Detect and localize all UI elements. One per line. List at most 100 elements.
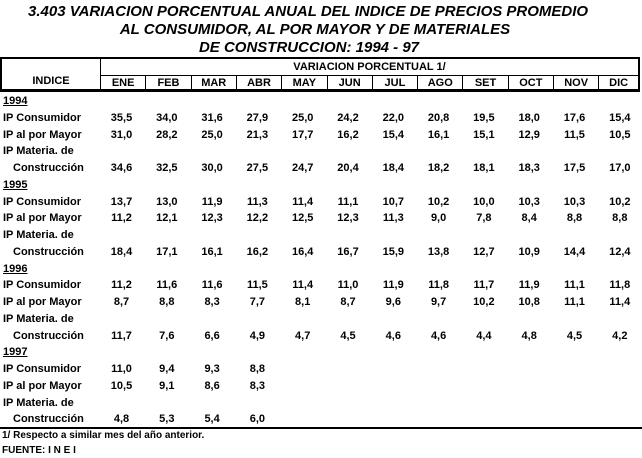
row-label: IP Consumidor <box>3 111 82 124</box>
row-label: Construcción <box>13 329 84 342</box>
value-cell: 13,8 <box>427 245 450 258</box>
table-row: IP al por Mayor 8,7 8,8 8,3 7,7 8,1 8,7 9,6 9,7 1… <box>0 294 642 311</box>
value-cell: 34,6 <box>110 162 133 174</box>
year-label: 1996 <box>3 262 28 275</box>
value-cell: 11,8 <box>428 279 449 292</box>
value-cell: 11,4 <box>609 296 631 308</box>
column-header-month: FEB <box>145 76 190 90</box>
row-label: Construcción <box>13 413 84 426</box>
value-cell: 11,4 <box>292 195 314 208</box>
value-cell: 11,5 <box>246 279 268 292</box>
value-cell: 11,2 <box>111 279 132 292</box>
value-cell: 11,1 <box>564 296 585 308</box>
table-row: Construcción 4,8 5,3 5,4 6,0 <box>0 411 642 428</box>
value-cell: 4,8 <box>521 329 537 342</box>
value-cell: 10,3 <box>563 195 586 208</box>
column-header-month: DIC <box>598 76 638 90</box>
value-cell: 28,2 <box>156 128 178 141</box>
value-cell: 7,8 <box>476 212 492 225</box>
value-cell: 4,8 <box>113 413 130 426</box>
value-cell: 5,3 <box>159 413 175 426</box>
value-cell: 15,1 <box>473 128 495 141</box>
value-cell: 4,5 <box>340 329 356 342</box>
year-label: 1994 <box>3 95 28 107</box>
year-label: 1995 <box>3 178 28 191</box>
row-label: IP Materia. de <box>3 312 74 325</box>
column-header-month: ABR <box>235 76 281 90</box>
value-cell: 13,7 <box>110 195 133 208</box>
value-cell: 8,8 <box>566 212 583 225</box>
table-row: Construcción 34,6 32,5 30,0 27,5 24,7 20,4 18,4… <box>0 160 642 177</box>
column-header-month: NOV <box>553 76 598 90</box>
value-cell: 4,5 <box>566 329 583 342</box>
value-cell: 19,5 <box>473 111 495 124</box>
value-cell: 9,0 <box>430 212 447 225</box>
value-cell: 11,4 <box>292 279 314 292</box>
value-cell: 32,5 <box>156 162 178 174</box>
table-row: IP Consumidor 35,5 34,0 31,6 27,9 25,0 24,2 22,… <box>0 110 642 127</box>
value-cell: 10,2 <box>473 296 495 308</box>
row-label: IP Materia. de <box>3 145 74 158</box>
value-cell: 20,8 <box>427 111 450 124</box>
value-cell: 7,6 <box>159 329 175 342</box>
value-cell: 11,3 <box>382 212 404 225</box>
value-cell: 11,2 <box>111 212 132 225</box>
value-cell: 15,9 <box>382 245 404 258</box>
column-header-month: SET <box>462 76 507 90</box>
value-cell: 21,3 <box>246 128 269 141</box>
footer-divider <box>0 427 642 429</box>
value-cell: 4,6 <box>385 329 401 342</box>
row-label: IP Consumidor <box>3 363 82 375</box>
value-cell: 34,0 <box>156 111 178 124</box>
table-row: IP al por Mayor 11,2 12,1 12,3 12,2 12,5 12,3 1… <box>0 210 642 227</box>
row-label: IP al por Mayor <box>3 296 82 308</box>
table-row: IP al por Mayor 10,5 9,1 8,6 8,3 <box>0 378 642 395</box>
value-cell: 7,7 <box>249 296 266 308</box>
column-header-month: ENE <box>100 76 145 90</box>
column-header-month: JUL <box>371 76 417 90</box>
value-cell: 11,9 <box>201 195 223 208</box>
value-cell: 10,0 <box>473 195 495 208</box>
value-cell: 16,2 <box>337 128 359 141</box>
column-header-month: OCT <box>507 76 553 90</box>
table-row: IP Consumidor 11,2 11,6 11,6 11,5 11,4 11,0 11,… <box>0 277 642 294</box>
value-cell: 15,4 <box>609 111 631 124</box>
value-cell: 11,1 <box>337 195 359 208</box>
year-label: 1997 <box>3 346 28 359</box>
value-cell: 10,2 <box>609 195 631 208</box>
value-cell: 9,3 <box>204 363 220 375</box>
value-cell: 13,0 <box>156 195 178 208</box>
value-cell: 17,6 <box>563 111 586 124</box>
value-cell: 22,0 <box>382 111 404 124</box>
column-header-month: JUN <box>326 76 372 90</box>
value-cell: 8,8 <box>612 212 628 225</box>
source-note: FUENTE: I N E I <box>2 445 76 456</box>
value-cell: 18,4 <box>382 162 404 174</box>
value-cell: 15,4 <box>382 128 404 141</box>
value-cell: 9,6 <box>385 296 401 308</box>
value-cell: 12,7 <box>473 245 495 258</box>
value-cell: 4,2 <box>612 329 628 342</box>
value-cell: 10,8 <box>518 296 540 308</box>
value-cell: 8,7 <box>113 296 130 308</box>
value-cell: 25,0 <box>201 128 223 141</box>
value-cell: 10,5 <box>110 379 133 392</box>
value-cell: 18,4 <box>110 245 133 258</box>
value-cell: 8,4 <box>521 212 537 225</box>
value-cell: 10,2 <box>427 195 450 208</box>
value-cell: 4,4 <box>476 329 492 342</box>
value-cell: 10,5 <box>609 128 631 141</box>
row-label: Construcción <box>13 162 84 174</box>
value-cell: 12,2 <box>246 212 269 225</box>
table-header: INDICE VARIACION PORCENTUAL 1/ ENE FEB MAR… <box>0 57 640 92</box>
value-cell: 18,0 <box>518 111 540 124</box>
table-row: Construcción 18,4 17,1 16,1 16,2 16,4 16,7 15,9… <box>0 244 642 261</box>
table-row: IP Materia. de <box>0 395 642 412</box>
value-cell: 12,1 <box>156 212 178 225</box>
value-cell: 9,1 <box>159 379 175 392</box>
value-cell: 11,5 <box>564 128 585 141</box>
value-cell: 11,6 <box>201 279 223 292</box>
value-cell: 20,4 <box>337 162 359 174</box>
value-cell: 17,7 <box>291 128 314 141</box>
value-cell: 31,6 <box>201 111 223 124</box>
